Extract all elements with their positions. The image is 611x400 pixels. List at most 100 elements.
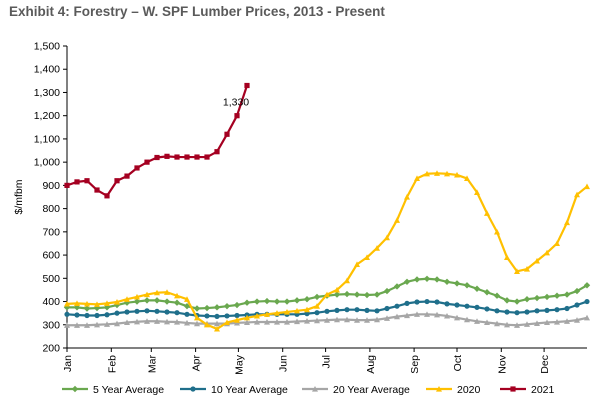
data-point <box>384 305 390 312</box>
data-point <box>184 154 190 160</box>
data-point <box>584 298 590 305</box>
data-point <box>444 170 450 177</box>
data-point <box>234 113 240 119</box>
data-point <box>244 314 250 321</box>
data-point <box>444 301 450 307</box>
data-point <box>84 322 90 328</box>
x-tick-label: Sep <box>409 355 421 374</box>
data-point <box>244 319 250 326</box>
y-tick-label: 200 <box>42 343 60 355</box>
legend-item-20-year-average: 20 Year Average <box>302 384 410 396</box>
data-point <box>384 234 390 241</box>
data-point <box>173 299 181 306</box>
data-point <box>64 311 70 317</box>
data-point <box>244 82 250 89</box>
data-point <box>164 318 170 325</box>
y-tick-label: 400 <box>42 296 60 308</box>
data-point <box>473 285 481 292</box>
data-point <box>464 175 470 182</box>
data-point <box>254 318 260 325</box>
y-tick-label: 700 <box>42 226 60 238</box>
data-point <box>124 319 130 326</box>
data-point <box>334 307 340 313</box>
data-point <box>574 191 580 198</box>
legend-swatch-marker <box>436 386 442 392</box>
data-point <box>394 217 400 223</box>
x-tick-label: Feb <box>106 355 118 373</box>
x-tick-label: Nov <box>496 354 508 373</box>
legend-swatch-marker <box>312 386 318 392</box>
data-point <box>334 316 340 323</box>
x-tick-label: May <box>233 354 245 375</box>
data-point <box>434 299 440 305</box>
data-point <box>374 245 380 251</box>
data-point <box>494 308 500 314</box>
data-point <box>474 318 480 324</box>
data-point <box>554 240 560 247</box>
data-point <box>424 170 430 177</box>
data-point <box>493 292 501 299</box>
data-point <box>204 154 210 160</box>
y-tick-label: 300 <box>42 319 60 331</box>
data-point <box>164 309 170 315</box>
data-point <box>224 313 230 319</box>
data-point <box>233 301 241 309</box>
legend-item-5-year-average: 5 Year Average <box>62 384 164 396</box>
data-point <box>184 296 190 302</box>
data-point <box>223 302 231 310</box>
data-point <box>254 312 260 319</box>
data-point <box>544 319 550 326</box>
data-point <box>114 320 120 327</box>
data-point <box>193 305 201 312</box>
data-point <box>474 189 480 195</box>
data-point <box>84 300 90 307</box>
data-point <box>533 294 541 302</box>
legend-item-2020: 2020 <box>426 384 481 396</box>
x-tick-label: Jul <box>321 355 333 368</box>
series-2020 <box>64 170 590 332</box>
data-point <box>554 318 560 325</box>
legend-label: 2020 <box>457 384 481 396</box>
y-tick-label: 1,500 <box>34 41 60 53</box>
data-point <box>134 293 140 300</box>
data-point <box>524 309 530 315</box>
data-point <box>303 296 311 303</box>
data-point <box>504 309 510 315</box>
data-point <box>314 310 320 316</box>
x-tick-label: Apr <box>191 355 203 372</box>
y-tick-label: 600 <box>42 250 60 262</box>
data-point <box>204 321 210 328</box>
data-point <box>183 302 191 310</box>
data-point <box>134 165 140 171</box>
data-point <box>264 318 270 325</box>
data-point <box>214 313 220 320</box>
data-point <box>434 170 440 176</box>
data-point <box>484 319 490 326</box>
data-point <box>104 312 110 318</box>
data-point <box>133 298 141 305</box>
data-point <box>84 178 90 184</box>
data-point <box>64 322 70 328</box>
data-point <box>413 276 421 283</box>
data-point <box>114 299 120 305</box>
data-point <box>214 320 220 327</box>
data-point <box>314 303 320 309</box>
data-point <box>154 289 160 296</box>
data-point <box>403 278 411 285</box>
data-point <box>174 318 180 325</box>
data-point <box>514 310 520 316</box>
data-point <box>383 287 391 295</box>
data-point <box>274 310 280 316</box>
data-point <box>174 154 180 160</box>
data-point <box>443 278 451 285</box>
data-point <box>554 307 560 313</box>
data-point <box>333 291 341 298</box>
data-point <box>584 314 590 321</box>
x-tick-label: Oct <box>452 355 464 371</box>
y-tick-label: 1,300 <box>34 87 60 99</box>
data-point <box>543 293 551 301</box>
x-tick-label: Jun <box>278 355 290 372</box>
data-point <box>213 304 221 311</box>
data-point <box>573 287 581 295</box>
data-point <box>324 308 330 314</box>
